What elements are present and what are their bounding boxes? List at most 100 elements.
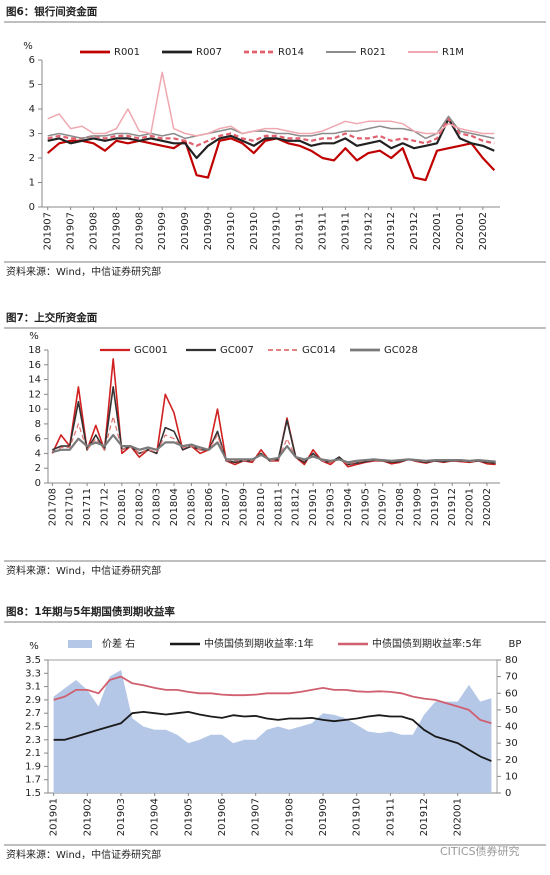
legend-label: GC014: [302, 345, 336, 356]
x-tick-label: 201905: [183, 798, 194, 836]
x-tick-label: 201908: [111, 212, 122, 250]
y2-tick-label: 30: [505, 738, 518, 749]
y-tick-label: 2.3: [25, 735, 41, 746]
x-tick-label: 201903: [326, 488, 337, 526]
x-tick-label: 201909: [203, 212, 214, 250]
line-series: [47, 115, 495, 140]
x-tick-label: 201910: [249, 212, 260, 250]
y-tick-label: 14: [28, 375, 41, 386]
y-tick-label: 1: [29, 178, 35, 189]
x-tick-label: 201806: [204, 488, 215, 526]
y2-tick-label: 40: [505, 722, 518, 733]
x-tick-label: 201812: [291, 488, 302, 526]
y2-tick-label: 20: [505, 755, 518, 766]
caption: 图6：银行间资金面: [6, 5, 98, 18]
y2-tick-label: 10: [505, 771, 518, 782]
y-tick-label: 8: [35, 419, 41, 430]
line-series: [47, 117, 495, 147]
x-tick-label: 202001: [455, 212, 466, 250]
legend-label: GC028: [384, 345, 418, 356]
y-unit: %: [29, 331, 39, 342]
x-tick-label: 201912: [363, 212, 374, 250]
y2-tick-label: 50: [505, 705, 518, 716]
x-tick-label: 201908: [395, 488, 406, 526]
y-tick-label: 3.5: [25, 655, 41, 666]
line-series: [52, 433, 496, 464]
x-tick-label: 202001: [453, 798, 464, 836]
legend-label: R001: [114, 47, 140, 58]
y2-tick-label: 70: [505, 672, 518, 683]
y-tick-label: 4: [35, 448, 41, 459]
y-tick-label: 10: [28, 404, 41, 415]
source: 资料来源：Wind，中信证券研究部: [6, 564, 161, 577]
y-tick-label: 6: [29, 55, 35, 66]
x-tick-label: 201912: [419, 798, 430, 836]
y2-unit: BP: [509, 639, 522, 650]
y-tick-label: 4: [29, 104, 35, 115]
line-series: [53, 675, 492, 725]
x-tick-label: 201912: [409, 212, 420, 250]
source: 资料来源：Wind，中信证券研究部: [6, 265, 161, 278]
legend-label: GC001: [134, 345, 168, 356]
x-tick-label: 201811: [273, 488, 284, 526]
y-tick-label: 5: [29, 80, 35, 91]
x-tick-label: 201901: [308, 488, 319, 526]
legend-label: R1M: [442, 47, 464, 58]
line-series: [47, 71, 495, 137]
y-tick-label: 18: [28, 345, 41, 356]
x-tick-label: 201911: [295, 212, 306, 250]
y-tick-label: 0: [35, 478, 41, 489]
x-tick-label: 201911: [340, 212, 351, 250]
x-tick-label: 202002: [478, 212, 489, 250]
x-tick-label: 201906: [217, 798, 228, 836]
x-tick-label: 201805: [186, 488, 197, 526]
x-tick-label: 201903: [116, 798, 127, 836]
y-tick-label: 1.9: [25, 761, 41, 772]
x-tick-label: 201810: [256, 488, 267, 526]
legend-label: 中债国债到期收益率:5年: [372, 637, 482, 650]
x-tick-label: 201908: [134, 212, 145, 250]
y-tick-label: 0: [29, 202, 35, 213]
line-series: [51, 358, 496, 468]
x-tick-label: 201708: [47, 488, 58, 526]
y-tick-label: 2.5: [25, 722, 41, 733]
y2-tick-label: 0: [505, 788, 511, 799]
y-tick-label: 16: [28, 360, 41, 371]
x-tick-label: 201911: [318, 212, 329, 250]
x-tick-label: 201807: [221, 488, 232, 526]
x-tick-label: 201907: [66, 212, 77, 250]
x-tick-label: 201907: [378, 488, 389, 526]
x-tick-label: 202002: [482, 488, 493, 526]
legend-label: R007: [196, 47, 222, 58]
x-tick-label: 201804: [169, 488, 180, 526]
x-tick-label: 201809: [239, 488, 250, 526]
x-tick-label: 201901: [49, 798, 60, 836]
x-tick-label: 201908: [89, 212, 100, 250]
x-tick-label: 201902: [82, 798, 93, 836]
x-tick-label: 201910: [352, 798, 363, 836]
caption: 图8：1年期与5年期国债到期收益率: [6, 605, 175, 618]
y-tick-label: 12: [28, 389, 41, 400]
x-tick-label: 201905: [360, 488, 371, 526]
y-tick-label: 3.1: [25, 682, 41, 693]
x-tick-label: 201912: [386, 212, 397, 250]
line-series: [51, 386, 496, 466]
y-tick-label: 6: [35, 434, 41, 445]
line-series: [47, 117, 495, 160]
y2-tick-label: 80: [505, 655, 518, 666]
area-series: [53, 670, 492, 793]
x-tick-label: 201909: [157, 212, 168, 250]
y-tick-label: 2.7: [25, 708, 41, 719]
x-tick-label: 201911: [385, 798, 396, 836]
x-tick-label: 201802: [134, 488, 145, 526]
legend-label: 价差 右: [102, 637, 135, 650]
x-tick-label: 201909: [412, 488, 423, 526]
x-tick-label: 201910: [226, 212, 237, 250]
legend-label: R014: [278, 47, 304, 58]
y-tick-label: 3.3: [25, 668, 41, 679]
x-tick-label: 201712: [100, 488, 111, 526]
legend-label: R021: [360, 47, 386, 58]
x-tick-label: 201801: [117, 488, 128, 526]
watermark: CITICS债券研究: [440, 844, 520, 858]
y-tick-label: 1.7: [25, 775, 41, 786]
